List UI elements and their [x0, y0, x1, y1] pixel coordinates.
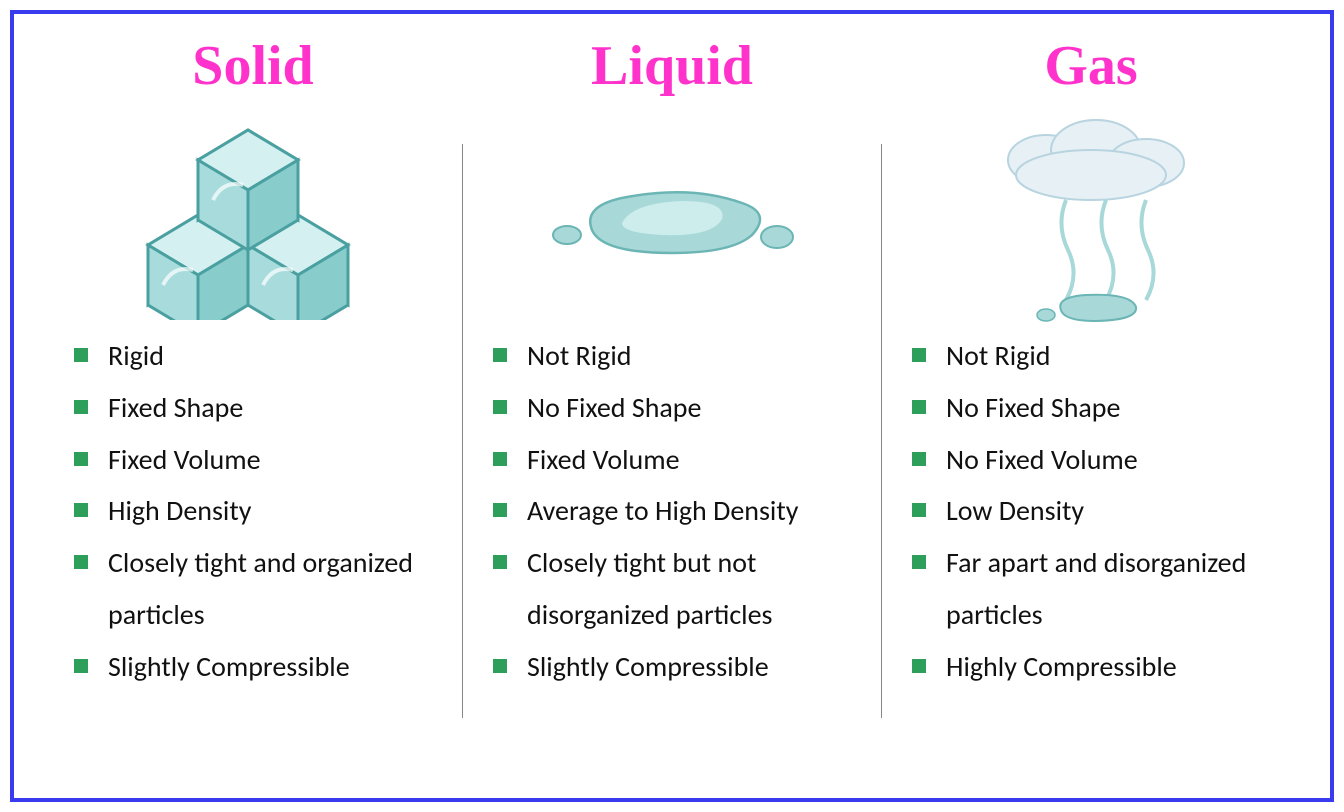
title-gas: Gas — [902, 34, 1280, 98]
list-item: Closely tight and organized particles — [74, 537, 442, 641]
illustration-gas — [902, 110, 1280, 330]
title-liquid: Liquid — [483, 34, 861, 98]
cloud-vapor-icon — [976, 115, 1206, 325]
list-item: No Fixed Volume — [912, 434, 1280, 486]
column-gas: Gas Not Rigid No Fixed Sh — [882, 34, 1300, 768]
list-item: Fixed Volume — [493, 434, 861, 486]
puddle-icon — [542, 175, 802, 265]
column-solid: Solid — [44, 34, 462, 768]
title-solid: Solid — [64, 34, 442, 98]
list-item: No Fixed Shape — [493, 382, 861, 434]
list-liquid: Not Rigid No Fixed Shape Fixed Volume Av… — [483, 330, 861, 693]
list-item: Fixed Shape — [74, 382, 442, 434]
list-item: Rigid — [74, 330, 442, 382]
list-item: No Fixed Shape — [912, 382, 1280, 434]
ice-cubes-icon — [138, 120, 368, 320]
column-liquid: Liquid Not Rigid No Fixed Shape Fixed Vo… — [463, 34, 881, 768]
list-item: Slightly Compressible — [493, 641, 861, 693]
list-gas: Not Rigid No Fixed Shape No Fixed Volume… — [902, 330, 1280, 693]
list-item: Average to High Density — [493, 485, 861, 537]
list-item: Low Density — [912, 485, 1280, 537]
list-item: Highly Compressible — [912, 641, 1280, 693]
illustration-liquid — [483, 110, 861, 330]
list-item: Slightly Compressible — [74, 641, 442, 693]
list-item: Not Rigid — [493, 330, 861, 382]
list-item: Not Rigid — [912, 330, 1280, 382]
list-item: Far apart and disorganized particles — [912, 537, 1280, 641]
list-item: Closely tight but not disorganized parti… — [493, 537, 861, 641]
list-item: High Density — [74, 485, 442, 537]
list-item: Fixed Volume — [74, 434, 442, 486]
list-solid: Rigid Fixed Shape Fixed Volume High Dens… — [64, 330, 442, 693]
illustration-solid — [64, 110, 442, 330]
infographic-frame: Solid — [10, 10, 1334, 802]
